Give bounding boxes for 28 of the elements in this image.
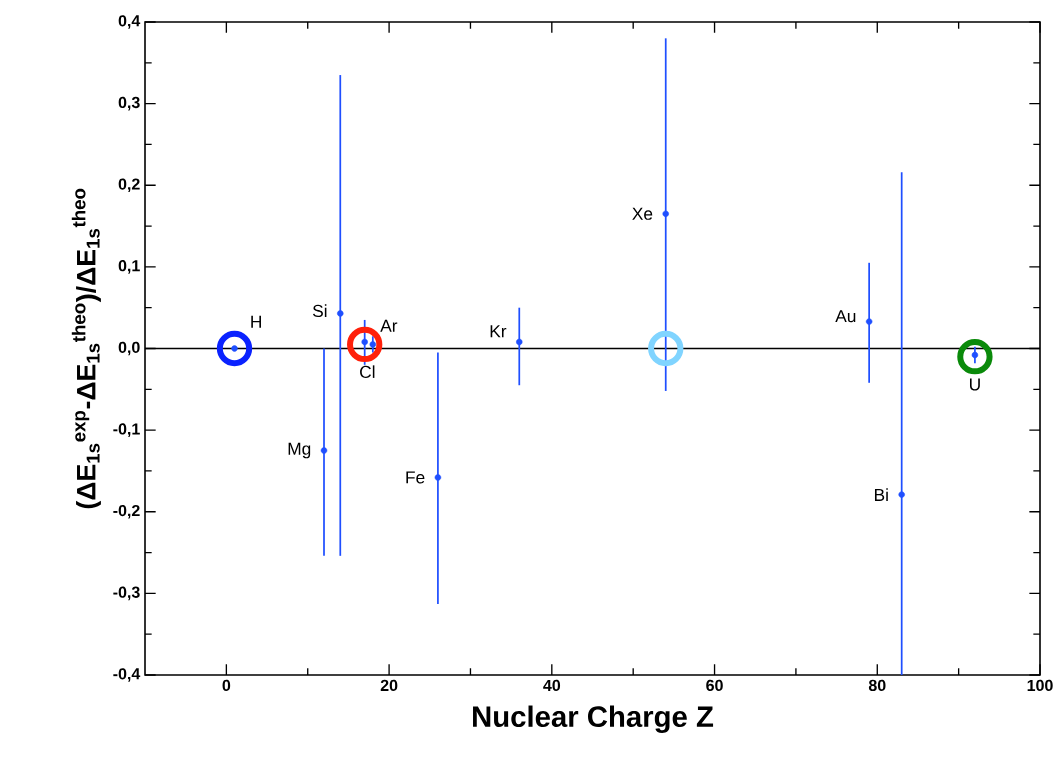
annotation: Fe <box>406 471 425 484</box>
annotation: Cl <box>360 365 375 379</box>
y-tick-label: 0,4 <box>118 15 141 29</box>
annotation: Si <box>312 304 327 318</box>
annotation: Bi <box>874 488 888 501</box>
x-tick-label: 80 <box>868 679 886 692</box>
x-axis-title: Nuclear Charge Z <box>473 705 714 733</box>
y-tick-label: -0,4 <box>113 668 141 682</box>
annotation: Ar <box>380 319 398 332</box>
y-tick-label: 0,3 <box>118 96 140 111</box>
y-tick-label: 0,2 <box>118 178 140 193</box>
x-tick-label: 40 <box>543 679 561 692</box>
y-tick-label: -0,1 <box>113 423 140 437</box>
annotation: U <box>969 378 980 391</box>
annotation: Mg <box>288 442 311 459</box>
y-tick-label: -0,3 <box>113 586 140 601</box>
annotation: Au <box>835 310 856 323</box>
y-tick-label: 0,0 <box>118 341 140 356</box>
annotation: Kr <box>490 325 507 338</box>
x-tick-label: 0 <box>222 679 231 692</box>
annotation: H <box>251 315 261 328</box>
x-tick-label: 100 <box>1027 679 1053 692</box>
y-tick-label: 0,1 <box>118 260 140 274</box>
y-tick-label: -0,2 <box>113 504 140 519</box>
text: (ΔE$_{1s}$$^{exp}$-ΔE$_{1s}$$^{theo}$)/ΔE$_{1s}$theo <box>71 188 101 509</box>
x-tick-label: 20 <box>380 679 398 692</box>
annotation: Xe <box>632 207 653 220</box>
x-tick-label: 60 <box>706 679 723 692</box>
